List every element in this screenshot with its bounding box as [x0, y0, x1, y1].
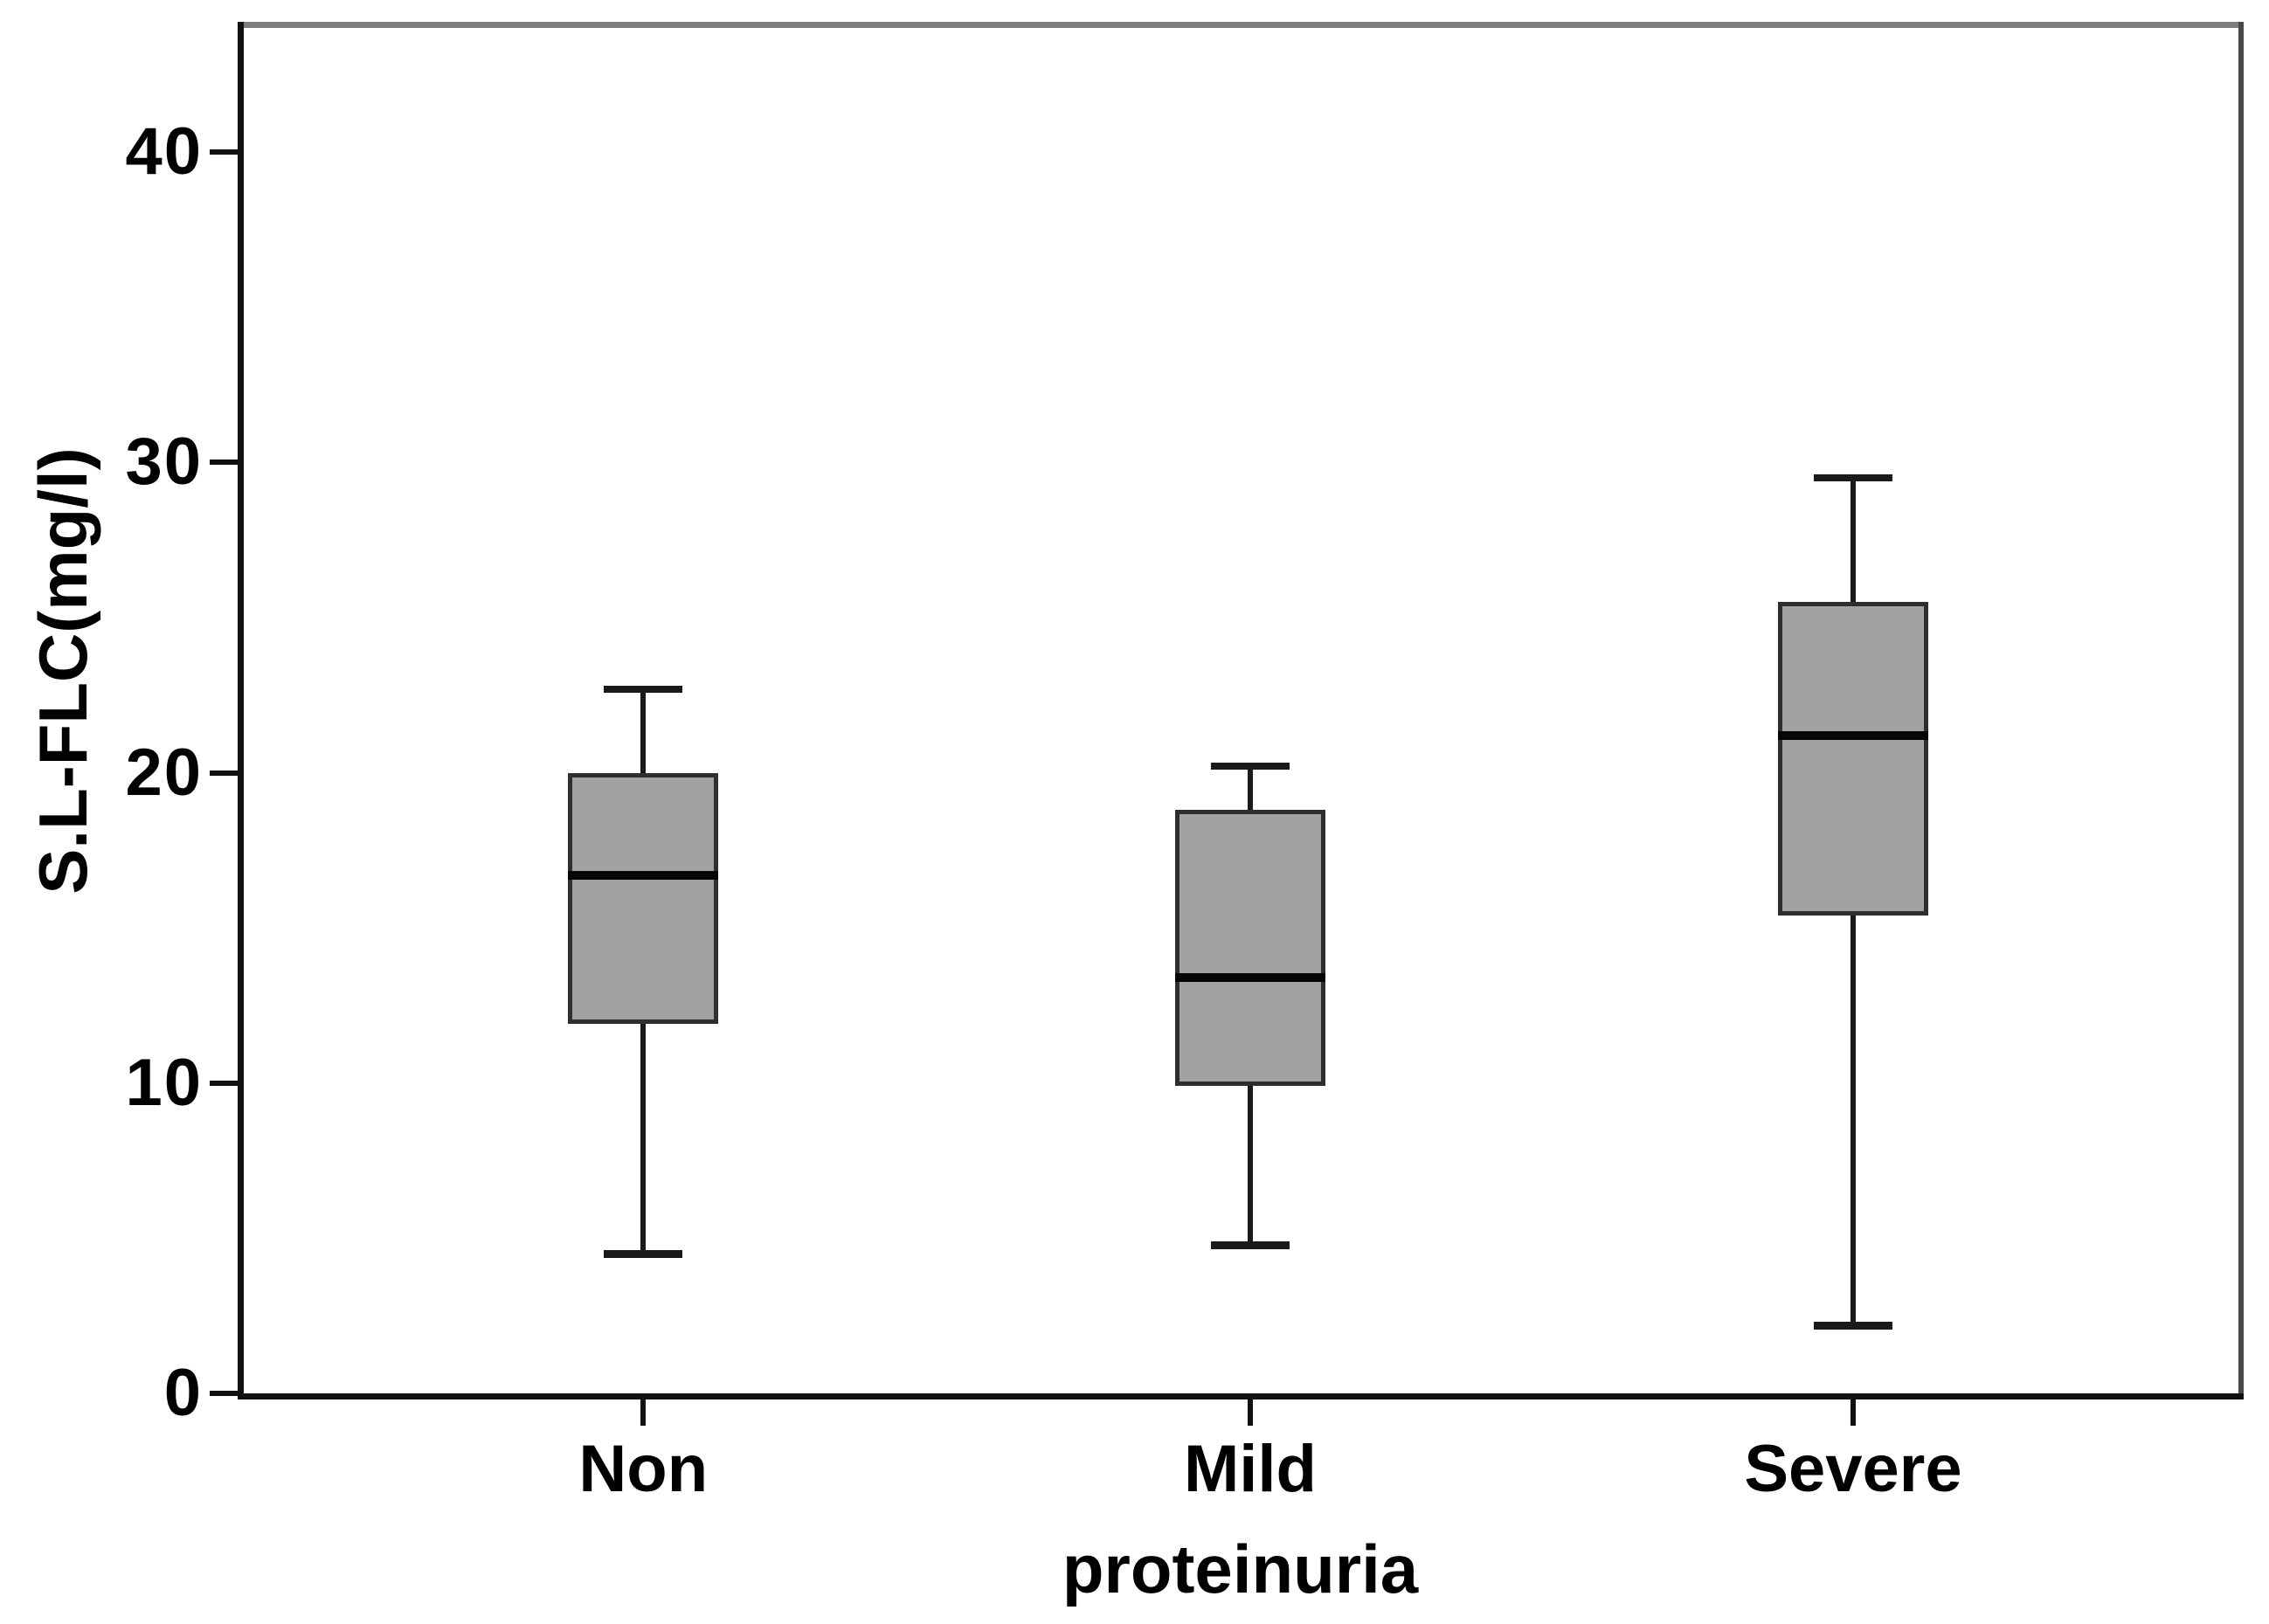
lower-whisker-line	[1247, 1086, 1253, 1245]
upper-whisker-cap	[1813, 474, 1892, 482]
y-tick-label: 0	[163, 1356, 203, 1430]
y-tick-mark	[210, 1080, 238, 1086]
lower-whisker-line	[1850, 915, 1856, 1325]
x-tick-mark	[640, 1399, 647, 1426]
plot-frame-top	[238, 22, 2244, 28]
x-axis-line	[238, 1393, 2244, 1399]
upper-whisker-line	[640, 688, 647, 773]
y-axis-title: S.L-FLC(mg/l)	[24, 447, 101, 895]
y-tick-mark	[210, 149, 238, 155]
y-tick-mark	[210, 1391, 238, 1396]
median-line	[1174, 973, 1325, 983]
iqr-box	[568, 772, 719, 1025]
upper-whisker-line	[1247, 766, 1253, 811]
median-line	[1777, 730, 1928, 740]
x-category-label: Non	[578, 1432, 709, 1506]
x-tick-mark	[1850, 1399, 1856, 1426]
y-tick-label: 40	[125, 114, 203, 190]
y-tick-label: 20	[125, 735, 203, 810]
x-axis-title: proteinuria	[1062, 1531, 1419, 1607]
plot-frame-right	[2238, 22, 2244, 1399]
upper-whisker-cap	[1210, 763, 1290, 771]
median-line	[568, 870, 719, 880]
y-tick-label: 30	[125, 425, 203, 500]
upper-whisker-cap	[604, 685, 683, 693]
lower-whisker-cap	[1210, 1240, 1290, 1249]
x-category-label: Mild	[1183, 1432, 1317, 1506]
y-tick-label: 10	[125, 1045, 203, 1120]
lower-whisker-cap	[604, 1250, 683, 1259]
upper-whisker-line	[1850, 478, 1856, 603]
x-tick-mark	[1247, 1399, 1253, 1426]
lower-whisker-line	[640, 1024, 647, 1254]
lower-whisker-cap	[1813, 1321, 1892, 1330]
x-category-label: Severe	[1744, 1432, 1962, 1506]
iqr-box	[1174, 810, 1325, 1087]
y-tick-mark	[210, 460, 238, 466]
y-tick-mark	[210, 770, 238, 776]
iqr-box	[1777, 602, 1928, 916]
y-axis-line	[238, 22, 244, 1399]
